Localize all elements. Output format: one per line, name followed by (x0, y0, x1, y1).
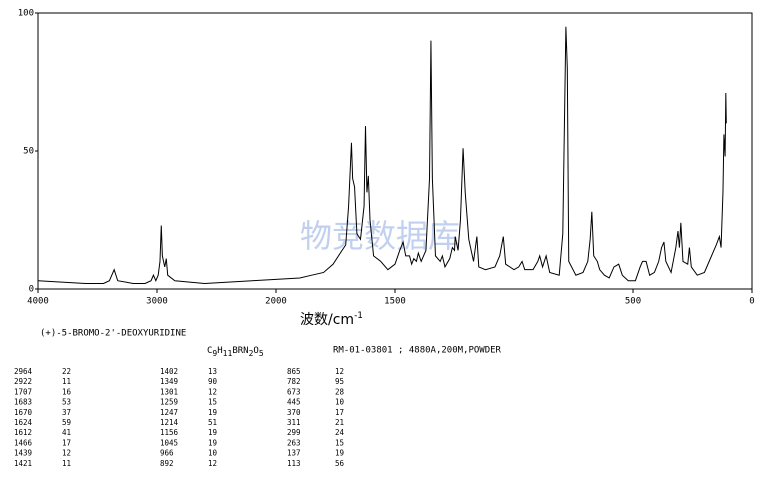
peak-intensity: 59 (62, 418, 71, 427)
formula-subscript: 9 (212, 349, 217, 358)
peak-intensity: 90 (208, 377, 218, 386)
peak-wavenumber: 263 (287, 438, 301, 447)
peak-intensity: 22 (62, 367, 71, 376)
peak-wavenumber: 1214 (160, 418, 179, 427)
formula-element: O (253, 346, 258, 356)
peak-intensity: 37 (62, 408, 71, 417)
peak-wavenumber: 1301 (160, 387, 178, 396)
peak-wavenumber: 673 (287, 387, 301, 396)
peak-intensity: 10 (335, 398, 345, 407)
peak-wavenumber: 1349 (160, 377, 178, 386)
peak-wavenumber: 1045 (160, 438, 178, 447)
peak-wavenumber: 1466 (14, 438, 33, 447)
spectrum-line (37, 26, 727, 284)
peak-wavenumber: 1259 (160, 398, 178, 407)
peak-intensity: 16 (62, 387, 72, 396)
peak-intensity: 13 (208, 367, 217, 376)
compound-name: (+)-5-BROMO-2'-DEOXYURIDINE (40, 329, 186, 339)
peak-intensity: 56 (335, 459, 345, 468)
peak-wavenumber: 445 (287, 398, 301, 407)
peak-wavenumber: 137 (287, 449, 301, 458)
peak-wavenumber: 1707 (14, 387, 32, 396)
peak-intensity: 12 (335, 367, 344, 376)
peak-wavenumber: 1670 (14, 408, 33, 417)
peak-intensity: 11 (62, 459, 71, 468)
y-tick-label: 0 (29, 285, 34, 295)
peak-intensity: 12 (208, 459, 217, 468)
formula-element: BRN (232, 346, 248, 356)
peak-wavenumber: 113 (287, 459, 301, 468)
peak-wavenumber: 2922 (14, 377, 32, 386)
formula-element: H (217, 346, 222, 356)
formula: C9H11BRN2O5 (207, 346, 264, 358)
peak-wavenumber: 1612 (14, 428, 32, 437)
peak-intensity: 12 (62, 449, 71, 458)
peak-wavenumber: 1421 (14, 459, 32, 468)
peak-intensity: 51 (208, 418, 217, 427)
peak-intensity: 19 (208, 438, 217, 447)
x-tick-label: 2000 (265, 297, 287, 307)
peak-wavenumber: 1624 (14, 418, 33, 427)
peak-intensity: 19 (208, 428, 217, 437)
x-tick-label: 0 (749, 297, 754, 307)
y-tick-label: 50 (23, 147, 34, 157)
x-tick-label: 1500 (384, 297, 406, 307)
formula-subscript: 11 (223, 349, 233, 358)
peak-wavenumber: 1156 (160, 428, 179, 437)
peak-wavenumber: 966 (160, 449, 174, 458)
spec-info: RM-01-03801 ; 4880A,200M,POWDER (333, 346, 502, 356)
peak-intensity: 19 (208, 408, 217, 417)
peak-intensity: 17 (62, 438, 71, 447)
peak-intensity: 10 (208, 449, 218, 458)
peak-intensity: 41 (62, 428, 71, 437)
peak-wavenumber: 1247 (160, 408, 178, 417)
formula-subscript: 2 (249, 349, 254, 358)
peak-intensity: 12 (208, 387, 217, 396)
peak-intensity: 95 (335, 377, 344, 386)
peak-intensity: 19 (335, 449, 344, 458)
peak-wavenumber: 892 (160, 459, 174, 468)
x-tick-label: 4000 (27, 297, 49, 307)
peak-wavenumber: 370 (287, 408, 301, 417)
y-tick-label: 100 (18, 9, 34, 19)
peak-wavenumber: 1439 (14, 449, 32, 458)
watermark: 物竞数据库 (300, 217, 460, 255)
peak-wavenumber: 782 (287, 377, 301, 386)
peak-intensity: 17 (335, 408, 344, 417)
x-axis-label: 波数/cm-1 (300, 311, 363, 329)
peak-intensity: 15 (208, 398, 217, 407)
peak-intensity: 24 (335, 428, 345, 437)
peak-wavenumber: 865 (287, 367, 301, 376)
x-tick-label: 3000 (146, 297, 168, 307)
peak-intensity: 53 (62, 398, 71, 407)
peak-intensity: 28 (335, 387, 345, 396)
x-label-text: 波数/cm (300, 312, 354, 328)
peak-intensity: 11 (62, 377, 71, 386)
x-tick-label: 500 (625, 297, 641, 307)
peak-wavenumber: 2964 (14, 367, 33, 376)
peak-wavenumber: 311 (287, 418, 301, 427)
peak-wavenumber: 1683 (14, 398, 32, 407)
x-label-sup: -1 (354, 311, 363, 321)
peak-intensity: 15 (335, 438, 344, 447)
formula-element: C (207, 346, 212, 356)
formula-subscript: 5 (259, 349, 264, 358)
peak-intensity: 21 (335, 418, 344, 427)
peak-wavenumber: 1402 (160, 367, 178, 376)
peak-wavenumber: 299 (287, 428, 301, 437)
